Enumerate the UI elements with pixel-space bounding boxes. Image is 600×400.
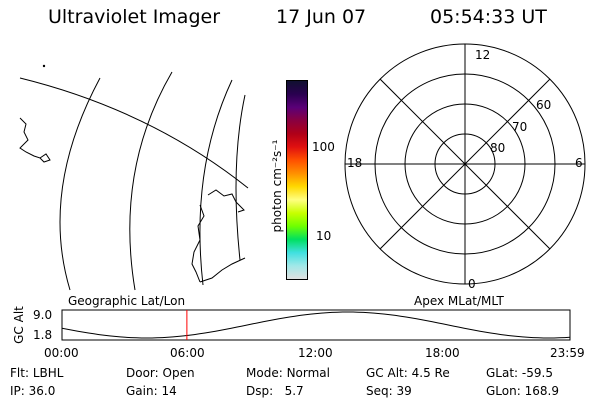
status-dsp: Dsp: 5.7 — [246, 384, 304, 398]
mlt-label-0: 0 — [468, 277, 476, 291]
mlt-label-18: 18 — [347, 156, 363, 170]
mlat-label-80: 80 — [490, 141, 506, 155]
altitude-plot-frame — [61, 309, 571, 341]
alt-xtick-1800: 18:00 — [425, 346, 460, 360]
instrument-title: Ultraviolet Imager — [48, 6, 221, 28]
status-ip: IP: 36.0 — [10, 384, 56, 398]
coastline — [207, 189, 245, 213]
altitude-curve — [61, 311, 571, 339]
polar-panel-label: Apex MLat/MLT — [414, 294, 504, 308]
date-label: 17 Jun 07 — [276, 6, 367, 28]
status-door: Door: Open — [126, 366, 195, 380]
map-grid-line — [199, 79, 233, 286]
color-scale-bar — [286, 80, 308, 280]
mlat-label-70: 70 — [512, 120, 528, 134]
status-glon: GLon: 168.9 — [486, 384, 559, 398]
colorbar-tick-10: 10 — [316, 229, 332, 243]
map-panel-label: Geographic Lat/Lon — [68, 294, 186, 308]
map-point — [42, 64, 46, 68]
alt-xtick-0000: 00:00 — [44, 346, 79, 360]
coastline — [19, 117, 51, 163]
mlat-label-60: 60 — [536, 98, 552, 112]
mlt-label-12: 12 — [475, 48, 491, 62]
alt-xtick-2359: 23:59 — [550, 346, 585, 360]
map-grid-line — [59, 77, 101, 291]
map-grid-line — [235, 94, 246, 261]
altitude-ylabel: GC Alt — [12, 306, 26, 344]
status-mode: Mode: Normal — [246, 366, 330, 380]
time-label: 05:54:33 UT — [430, 6, 547, 28]
status-glat: GLat: -59.5 — [486, 366, 553, 380]
map-grid-line — [19, 77, 249, 189]
status-seq: Seq: 39 — [366, 384, 412, 398]
alt-xtick-0600: 06:00 — [170, 346, 205, 360]
alt-ytick-9: 9.0 — [33, 308, 53, 322]
colorbar-tick-100: 100 — [312, 140, 335, 154]
status-flt: Flt: LBHL — [10, 366, 64, 380]
alt-ytick-1.8: 1.8 — [33, 328, 53, 342]
polar-axis — [379, 78, 551, 250]
map-grid-line — [199, 257, 246, 283]
status-gc-alt: GC Alt: 4.5 Re — [366, 366, 450, 380]
map-grid-line — [129, 71, 173, 291]
mlt-label-6: 6 — [575, 156, 583, 170]
coastline — [191, 204, 205, 283]
status-gain: Gain: 14 — [126, 384, 177, 398]
alt-xtick-1200: 12:00 — [298, 346, 333, 360]
